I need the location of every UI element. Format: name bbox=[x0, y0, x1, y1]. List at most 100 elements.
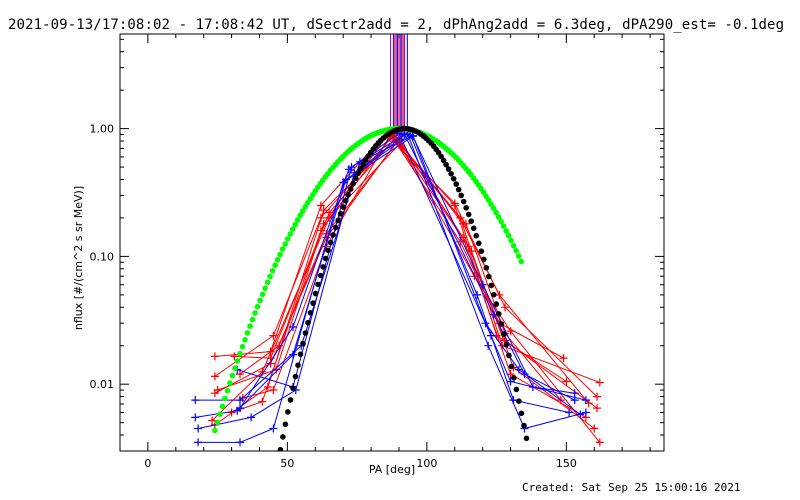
green-fit-dot bbox=[518, 258, 524, 265]
black-fit-dot bbox=[468, 218, 475, 224]
green-fit-dot bbox=[227, 380, 233, 386]
blue-series-point bbox=[236, 438, 244, 447]
blue-series-group bbox=[191, 129, 590, 447]
blue-series-point bbox=[289, 350, 297, 359]
blue-series-point bbox=[473, 290, 482, 299]
red-series-point bbox=[450, 199, 459, 208]
red-series-point bbox=[230, 352, 239, 361]
y-tick-label: 1.00 bbox=[90, 123, 115, 136]
red-series-point bbox=[562, 377, 571, 386]
black-fit-dot bbox=[478, 248, 485, 254]
blue-series-point bbox=[565, 408, 574, 417]
black-fit-dot bbox=[287, 397, 294, 403]
blue-series-line bbox=[195, 133, 570, 418]
x-tick-label: 150 bbox=[556, 457, 577, 470]
blue-series-line bbox=[197, 132, 587, 430]
blue-series-point bbox=[289, 323, 297, 331]
black-fit-dot bbox=[285, 409, 291, 415]
green-fit-dot bbox=[493, 209, 499, 216]
black-fit-dot bbox=[358, 165, 364, 172]
black-fit-dot bbox=[523, 435, 530, 442]
black-fit-dot bbox=[493, 301, 500, 307]
red-series-line bbox=[217, 133, 562, 401]
black-fit-dot bbox=[516, 398, 522, 405]
black-fit-dot bbox=[310, 300, 316, 306]
y-axis-title: nflux [#/(cm^2 s sr MeV)] bbox=[72, 186, 85, 330]
black-fit-dot bbox=[448, 171, 454, 177]
green-fit-dot bbox=[237, 350, 243, 357]
green-fit-dot bbox=[229, 372, 236, 379]
x-tick-label: 50 bbox=[280, 457, 294, 470]
created-timestamp: Created: Sat Sep 25 15:00:16 2021 bbox=[522, 481, 741, 494]
green-fit-dot bbox=[272, 262, 278, 269]
green-fit-dot bbox=[247, 323, 253, 330]
black-fit-dot bbox=[476, 240, 482, 247]
black-fit-dot bbox=[300, 340, 306, 347]
chart-title: 2021-09-13/17:08:02 - 17:08:42 UT, dSect… bbox=[8, 17, 785, 33]
blue-series-point bbox=[581, 396, 590, 405]
green-fit-dot bbox=[513, 248, 519, 254]
green-fit-dot bbox=[274, 256, 281, 263]
red-series-point bbox=[319, 206, 328, 215]
red-series-line bbox=[211, 143, 595, 429]
black-fit-dot bbox=[513, 386, 520, 393]
black-fit-dot bbox=[518, 410, 525, 417]
green-fit-dot bbox=[244, 330, 251, 336]
green-fit-dot bbox=[508, 237, 514, 244]
blue-series-point bbox=[344, 165, 353, 174]
y-tick-label: 0.01 bbox=[90, 378, 115, 391]
black-fit-dot bbox=[355, 170, 362, 177]
blue-series-point bbox=[236, 396, 244, 405]
y-tick-label: 0.10 bbox=[90, 250, 115, 263]
red-series-point bbox=[210, 372, 219, 381]
black-fit-dot bbox=[302, 330, 309, 336]
green-fit-dot bbox=[222, 395, 228, 402]
black-fit-dot bbox=[521, 422, 527, 429]
red-series-point bbox=[595, 438, 604, 447]
green-fit-dot bbox=[249, 316, 256, 323]
red-series-point bbox=[495, 290, 504, 299]
green-fit-dot bbox=[257, 297, 263, 304]
red-series-point bbox=[325, 208, 334, 217]
black-fit-dot bbox=[508, 363, 515, 370]
green-fit-dot bbox=[259, 291, 266, 298]
black-fit-dot bbox=[327, 239, 334, 246]
green-fit-dot bbox=[264, 279, 271, 286]
black-fit-dot bbox=[445, 166, 452, 172]
green-fit-dot bbox=[510, 242, 517, 249]
black-fit-dot bbox=[486, 273, 492, 280]
marker-lines bbox=[390, 34, 408, 137]
red-series-point bbox=[590, 424, 599, 433]
green-fit-dot bbox=[262, 285, 268, 292]
green-fit-dot bbox=[224, 387, 231, 394]
black-fit-dot bbox=[290, 385, 296, 391]
blue-series-point bbox=[400, 130, 409, 139]
black-fit-dot bbox=[360, 161, 367, 167]
red-series-point bbox=[316, 201, 325, 210]
green-fit-dot bbox=[254, 303, 261, 310]
red-series-point bbox=[258, 397, 267, 406]
green-fit-dot bbox=[219, 403, 226, 410]
black-fit-dot bbox=[511, 375, 517, 381]
x-tick-label: 0 bbox=[144, 457, 151, 470]
black-fit-dot bbox=[337, 210, 344, 217]
black-fit-dot bbox=[335, 217, 342, 224]
black-fit-dot bbox=[498, 321, 505, 327]
blue-series-line bbox=[198, 135, 575, 443]
green-fit-dot bbox=[500, 223, 507, 229]
blue-series-point bbox=[487, 331, 495, 340]
green-fit-dot bbox=[515, 253, 522, 259]
black-fit-dot bbox=[332, 224, 339, 231]
black-fit-dot bbox=[320, 264, 326, 270]
black-fit-dot bbox=[340, 204, 347, 210]
black-fit-dot bbox=[501, 331, 507, 337]
black-fit-dot bbox=[503, 341, 510, 348]
black-fit-dot bbox=[470, 225, 477, 232]
green-fit-dot bbox=[297, 212, 304, 219]
black-fit-dot bbox=[347, 186, 354, 192]
blue-series-point bbox=[191, 396, 200, 405]
green-fit-dot bbox=[214, 419, 221, 426]
black-fit-dot bbox=[455, 186, 462, 193]
black-fit-dot bbox=[280, 434, 286, 440]
green-fit-dot bbox=[242, 337, 248, 343]
